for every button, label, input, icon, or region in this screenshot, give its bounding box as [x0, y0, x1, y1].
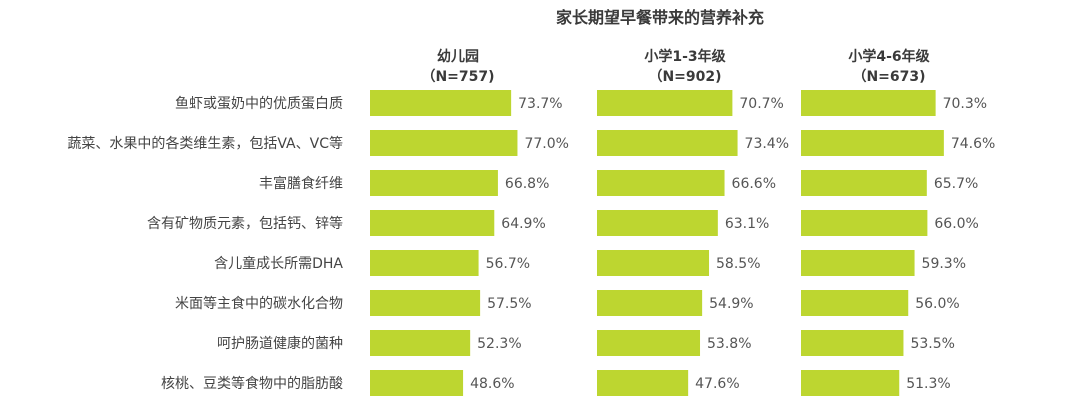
data-label: 73.4%	[745, 136, 789, 152]
data-label: 48.6%	[470, 376, 514, 392]
category-label: 米面等主食中的碳水化合物	[175, 295, 343, 312]
series-name: 小学4-6年级	[848, 48, 930, 65]
data-label: 65.7%	[934, 176, 978, 192]
series-sample-size: （N=673)	[852, 69, 925, 85]
bar	[370, 170, 498, 196]
data-label: 70.3%	[943, 96, 987, 112]
data-label: 47.6%	[695, 376, 739, 392]
data-label: 66.6%	[732, 176, 776, 192]
category-label: 蔬菜、水果中的各类维生素，包括VA、VC等	[67, 135, 343, 152]
data-label: 74.6%	[951, 136, 995, 152]
bar	[801, 210, 928, 236]
category-label: 鱼虾或蛋奶中的优质蛋白质	[175, 95, 343, 112]
data-label: 52.3%	[477, 336, 521, 352]
data-label: 64.9%	[501, 216, 545, 232]
data-label: 58.5%	[716, 256, 760, 272]
data-label: 63.1%	[725, 216, 769, 232]
category-label: 含有矿物质元素，包括钙、锌等	[147, 215, 343, 232]
data-label: 73.7%	[518, 96, 562, 112]
bar	[801, 250, 915, 276]
data-label: 59.3%	[922, 256, 966, 272]
data-label: 57.5%	[487, 296, 531, 312]
bar	[597, 370, 689, 396]
data-label: 66.0%	[934, 216, 978, 232]
category-label: 呵护肠道健康的菌种	[217, 335, 343, 352]
series-sample-size: （N=902)	[648, 69, 721, 85]
data-label: 54.9%	[709, 296, 753, 312]
bar	[597, 170, 725, 196]
bar	[597, 250, 710, 276]
bar	[801, 130, 944, 156]
series-name: 小学1-3年级	[644, 48, 726, 65]
data-label: 56.7%	[486, 256, 530, 272]
data-label: 56.0%	[915, 296, 959, 312]
bar	[801, 90, 936, 116]
bar	[370, 90, 512, 116]
bar	[370, 130, 518, 156]
bar	[370, 330, 471, 356]
bar	[801, 170, 927, 196]
data-label: 66.8%	[505, 176, 549, 192]
series-sample-size: （N=757)	[421, 69, 494, 85]
chart-title: 家长期望早餐带来的营养补充	[555, 8, 764, 27]
bar	[597, 130, 738, 156]
data-label: 53.8%	[707, 336, 751, 352]
bar	[597, 330, 701, 356]
bar	[801, 290, 909, 316]
data-label: 51.3%	[906, 376, 950, 392]
data-label: 70.7%	[739, 96, 783, 112]
bar	[370, 250, 479, 276]
bar	[801, 370, 900, 396]
bar	[370, 370, 464, 396]
bar	[370, 210, 495, 236]
bar	[597, 210, 718, 236]
bar	[597, 90, 733, 116]
series-name: 幼儿园	[437, 48, 479, 65]
data-label: 77.0%	[524, 136, 568, 152]
bar	[801, 330, 904, 356]
category-label: 含儿童成长所需DHA	[214, 255, 343, 272]
category-label: 核桃、豆类等食物中的脂肪酸	[161, 375, 343, 392]
data-label: 53.5%	[910, 336, 954, 352]
bar	[370, 290, 481, 316]
bar	[597, 290, 703, 316]
category-label: 丰富膳食纤维	[259, 175, 343, 192]
